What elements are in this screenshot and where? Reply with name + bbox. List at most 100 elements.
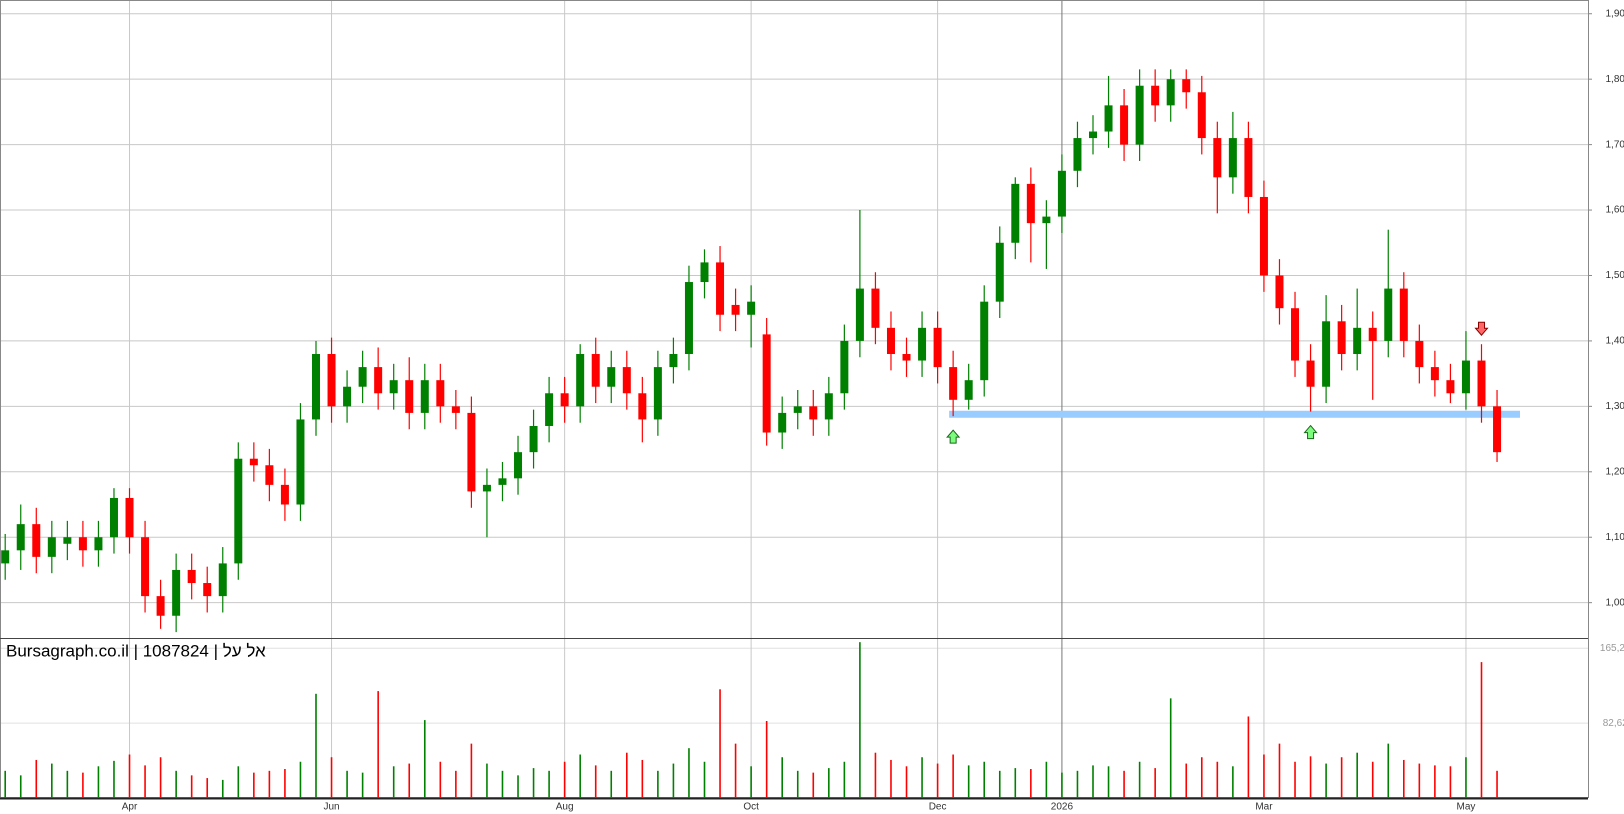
candle-body (1, 550, 10, 564)
candle-body (1477, 360, 1486, 407)
candle-body (1089, 131, 1097, 139)
candle-body (405, 380, 414, 413)
candle-body (933, 327, 942, 368)
volume-bar (1030, 769, 1032, 798)
volume-bar (1185, 763, 1188, 798)
candle-body (94, 537, 103, 551)
candle-body (1415, 340, 1424, 368)
volume-bar (719, 689, 721, 798)
volume-bar (796, 770, 799, 798)
volume-bar (66, 770, 69, 798)
candle-body (420, 380, 429, 413)
volume-bar (1480, 662, 1483, 798)
y-tick-label: 1,700 (1605, 139, 1624, 150)
volume-bar (952, 754, 954, 798)
candle-body (374, 367, 383, 394)
volume-bar (1449, 766, 1452, 798)
volume-bar (299, 761, 302, 798)
candle-body (700, 262, 709, 283)
y-tick-label: 1,400 (1605, 336, 1624, 347)
candle-body (1026, 183, 1035, 224)
candle-body (669, 354, 678, 368)
volume-bar (1340, 757, 1343, 798)
volume-bar (361, 772, 364, 798)
volume-bar (548, 770, 550, 798)
volume-bar (159, 757, 162, 798)
volume-bar (315, 693, 317, 798)
candle-body (560, 393, 569, 407)
volume-bar (610, 770, 613, 798)
y-tick-label: 1,100 (1605, 532, 1624, 543)
volume-bar (144, 765, 146, 798)
volume-bar (1216, 761, 1219, 798)
y-tick-label: 1,900 (1605, 8, 1624, 19)
volume-bar (284, 769, 286, 798)
volume-bar (905, 766, 908, 798)
candle-body (840, 340, 849, 394)
volume-bar (890, 759, 892, 798)
candle-body (778, 412, 787, 433)
candle-body (1104, 105, 1113, 132)
volume-bar (51, 763, 53, 798)
candle-body (249, 458, 258, 466)
candle-body (638, 393, 647, 420)
candle-body (125, 497, 134, 538)
y-tick-label: 1,000 (1605, 597, 1624, 608)
volume-bar (1309, 756, 1312, 798)
volume-bar (19, 775, 22, 798)
candle-body (156, 596, 165, 616)
candle-body (1322, 321, 1331, 387)
volume-bar (1092, 765, 1094, 798)
candle-body (187, 569, 196, 584)
x-tick-label: Dec (929, 802, 947, 813)
volume-bar (408, 763, 411, 798)
x-tick-label: Mar (1255, 802, 1273, 813)
candle-body (280, 484, 289, 505)
volume-bar (843, 761, 846, 798)
candle-body (529, 425, 538, 453)
candle-body (482, 484, 491, 492)
candle-body (1259, 196, 1268, 276)
volume-bar (1107, 766, 1110, 798)
volume-bar (983, 761, 986, 798)
candle-body (793, 406, 802, 413)
candle-body (514, 452, 523, 479)
volume-bar (1465, 757, 1467, 798)
volume-bar (1356, 752, 1358, 798)
candle-body (1306, 360, 1315, 387)
candle-body (1446, 380, 1455, 394)
x-tick-label: Oct (743, 802, 759, 813)
volume-bar (532, 768, 535, 798)
candle-body (451, 406, 460, 413)
x-tick-label: Aug (556, 802, 574, 813)
volume-bar (486, 763, 488, 798)
y-tick-label: 1,800 (1605, 74, 1624, 85)
candle-body (607, 367, 616, 387)
volume-bar (1232, 766, 1234, 798)
x-tick-label: Apr (122, 802, 138, 813)
candle-body (964, 380, 973, 400)
volume-bar (268, 770, 271, 798)
volume-bar (455, 770, 457, 798)
volume-bar (190, 775, 193, 798)
candle-body (1493, 406, 1502, 453)
volume-bar (1325, 763, 1327, 798)
volume-bar (921, 757, 923, 798)
volume-bar (97, 766, 100, 798)
candle-body (1182, 79, 1191, 93)
y-tick-label: 82,620 (1603, 718, 1624, 729)
candle-body (576, 354, 585, 407)
volume-bar (1061, 772, 1063, 798)
candle-body (141, 537, 150, 597)
candle-body (871, 288, 880, 328)
volume-bar (113, 760, 115, 798)
volume-bar (346, 770, 348, 798)
candle-body (545, 393, 554, 426)
candle-body (684, 282, 693, 355)
candle-body (1057, 170, 1066, 217)
candle-body (824, 393, 833, 420)
candle-body (343, 386, 352, 407)
volume-bar (1076, 770, 1079, 798)
y-tick-label: 165,240 (1600, 643, 1624, 654)
